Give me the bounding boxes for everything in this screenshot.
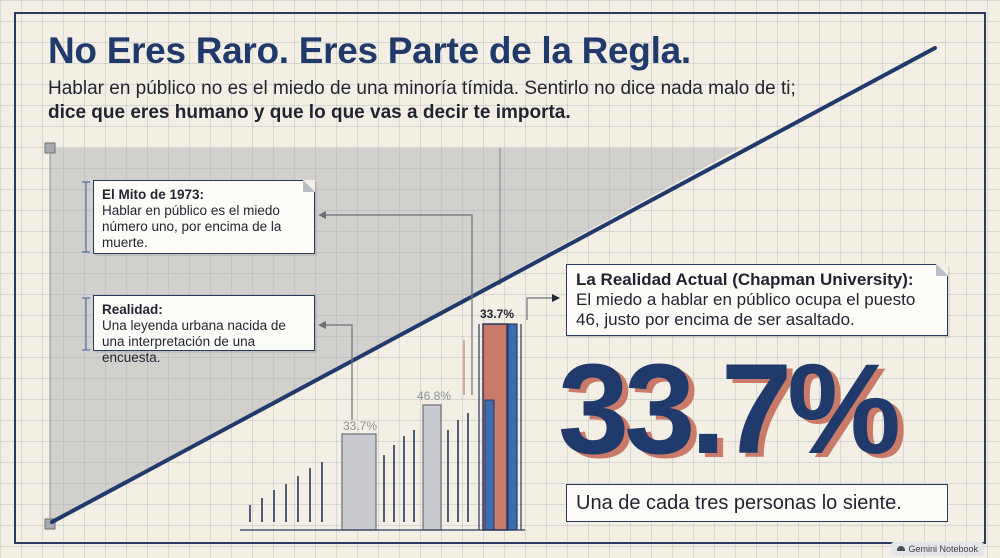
myth-card: El Mito de 1973: Hablar en público es el…: [93, 180, 315, 254]
myth-card-title: El Mito de 1973:: [102, 187, 205, 202]
bar-label-first: 33.7%: [343, 419, 378, 433]
arrow-head: [318, 211, 326, 219]
subtitle-plain: Hablar en público no es el miedo de una …: [48, 78, 796, 99]
arrow-head: [318, 321, 326, 329]
actual-reality-card: La Realidad Actual (Chapman University):…: [566, 264, 948, 336]
bar-navy: [507, 323, 518, 531]
bar-navy-small: [484, 399, 495, 531]
highlight-caption: Una de cada tres personas lo siente.: [566, 484, 948, 522]
bar-grey-1: [341, 433, 377, 531]
gemini-icon: [897, 546, 906, 551]
highlight-value: 33.7%: [558, 338, 901, 481]
subtitle-bold: dice que eres humano y que lo que vas a …: [48, 102, 571, 123]
actual-card-body: El miedo a hablar en público ocupa el pu…: [576, 290, 916, 329]
bar-label-third: 33.7%: [480, 307, 515, 321]
actual-card-title: La Realidad Actual (Chapman University):: [576, 270, 914, 289]
arrow-head: [552, 294, 560, 302]
reality-card-body: Una leyenda urbana nacida de una interpr…: [102, 318, 286, 365]
badge-label: Gemini Notebook: [908, 544, 978, 554]
bar-label-second: 46.8%: [417, 389, 452, 403]
page-title: No Eres Raro. Eres Parte de la Regla.: [48, 30, 691, 71]
thin-bars: [249, 413, 469, 522]
connector-arrows: [320, 214, 555, 420]
diagonal-line: [50, 46, 937, 524]
page-subtitle: Hablar en público no es el miedo de una …: [48, 77, 808, 125]
outer-frame: [14, 12, 986, 544]
myth-card-body: Hablar en público es el miedo número uno…: [102, 203, 282, 250]
gemini-badge[interactable]: Gemini Notebook: [891, 542, 984, 556]
dimension-marker: [82, 181, 90, 351]
reality-card-title: Realidad:: [102, 302, 163, 317]
corner-handle: [44, 142, 56, 154]
bar-grey-2: [422, 404, 442, 531]
reality-card: Realidad: Una leyenda urbana nacida de u…: [93, 295, 315, 365]
